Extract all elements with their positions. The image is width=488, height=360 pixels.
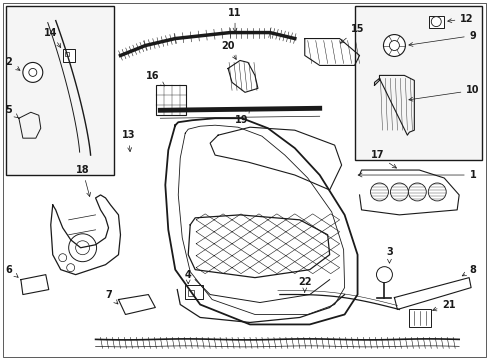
Circle shape: [389, 183, 407, 201]
Bar: [185, 285, 203, 298]
Circle shape: [430, 17, 440, 27]
Text: 4: 4: [184, 270, 191, 284]
Text: 18: 18: [76, 165, 90, 197]
Text: 16: 16: [145, 71, 164, 86]
Circle shape: [427, 183, 446, 201]
Circle shape: [376, 267, 392, 283]
Circle shape: [29, 68, 37, 76]
Circle shape: [407, 183, 426, 201]
Text: 21: 21: [432, 300, 455, 311]
Text: 12: 12: [447, 14, 473, 24]
Circle shape: [370, 183, 387, 201]
Circle shape: [23, 62, 42, 82]
Text: 13: 13: [122, 130, 135, 152]
Bar: [428, 15, 443, 28]
Circle shape: [76, 241, 89, 255]
Circle shape: [388, 41, 399, 50]
Text: 3: 3: [385, 247, 392, 263]
Circle shape: [383, 35, 405, 57]
Circle shape: [59, 254, 66, 262]
Bar: [156, 85, 186, 115]
Bar: [354, 6, 481, 160]
Bar: [64, 53, 68, 57]
Text: 9: 9: [408, 31, 475, 46]
Text: 1: 1: [357, 170, 475, 180]
Text: 8: 8: [461, 265, 476, 276]
Text: 20: 20: [221, 41, 236, 59]
Text: 17: 17: [370, 150, 396, 168]
Bar: [62, 49, 75, 62]
Bar: [188, 289, 194, 296]
Text: 22: 22: [297, 276, 311, 292]
Text: 6: 6: [5, 265, 18, 277]
Text: 15: 15: [340, 24, 364, 43]
Circle shape: [66, 264, 75, 272]
Text: 10: 10: [408, 85, 479, 101]
Bar: [408, 310, 430, 328]
Text: 5: 5: [5, 105, 18, 118]
Text: 14: 14: [44, 28, 61, 48]
Bar: [6, 6, 113, 175]
Circle shape: [68, 234, 96, 262]
Text: 2: 2: [5, 58, 20, 70]
Text: 7: 7: [105, 289, 118, 304]
Text: 11: 11: [228, 8, 241, 32]
Text: 19: 19: [235, 109, 249, 125]
